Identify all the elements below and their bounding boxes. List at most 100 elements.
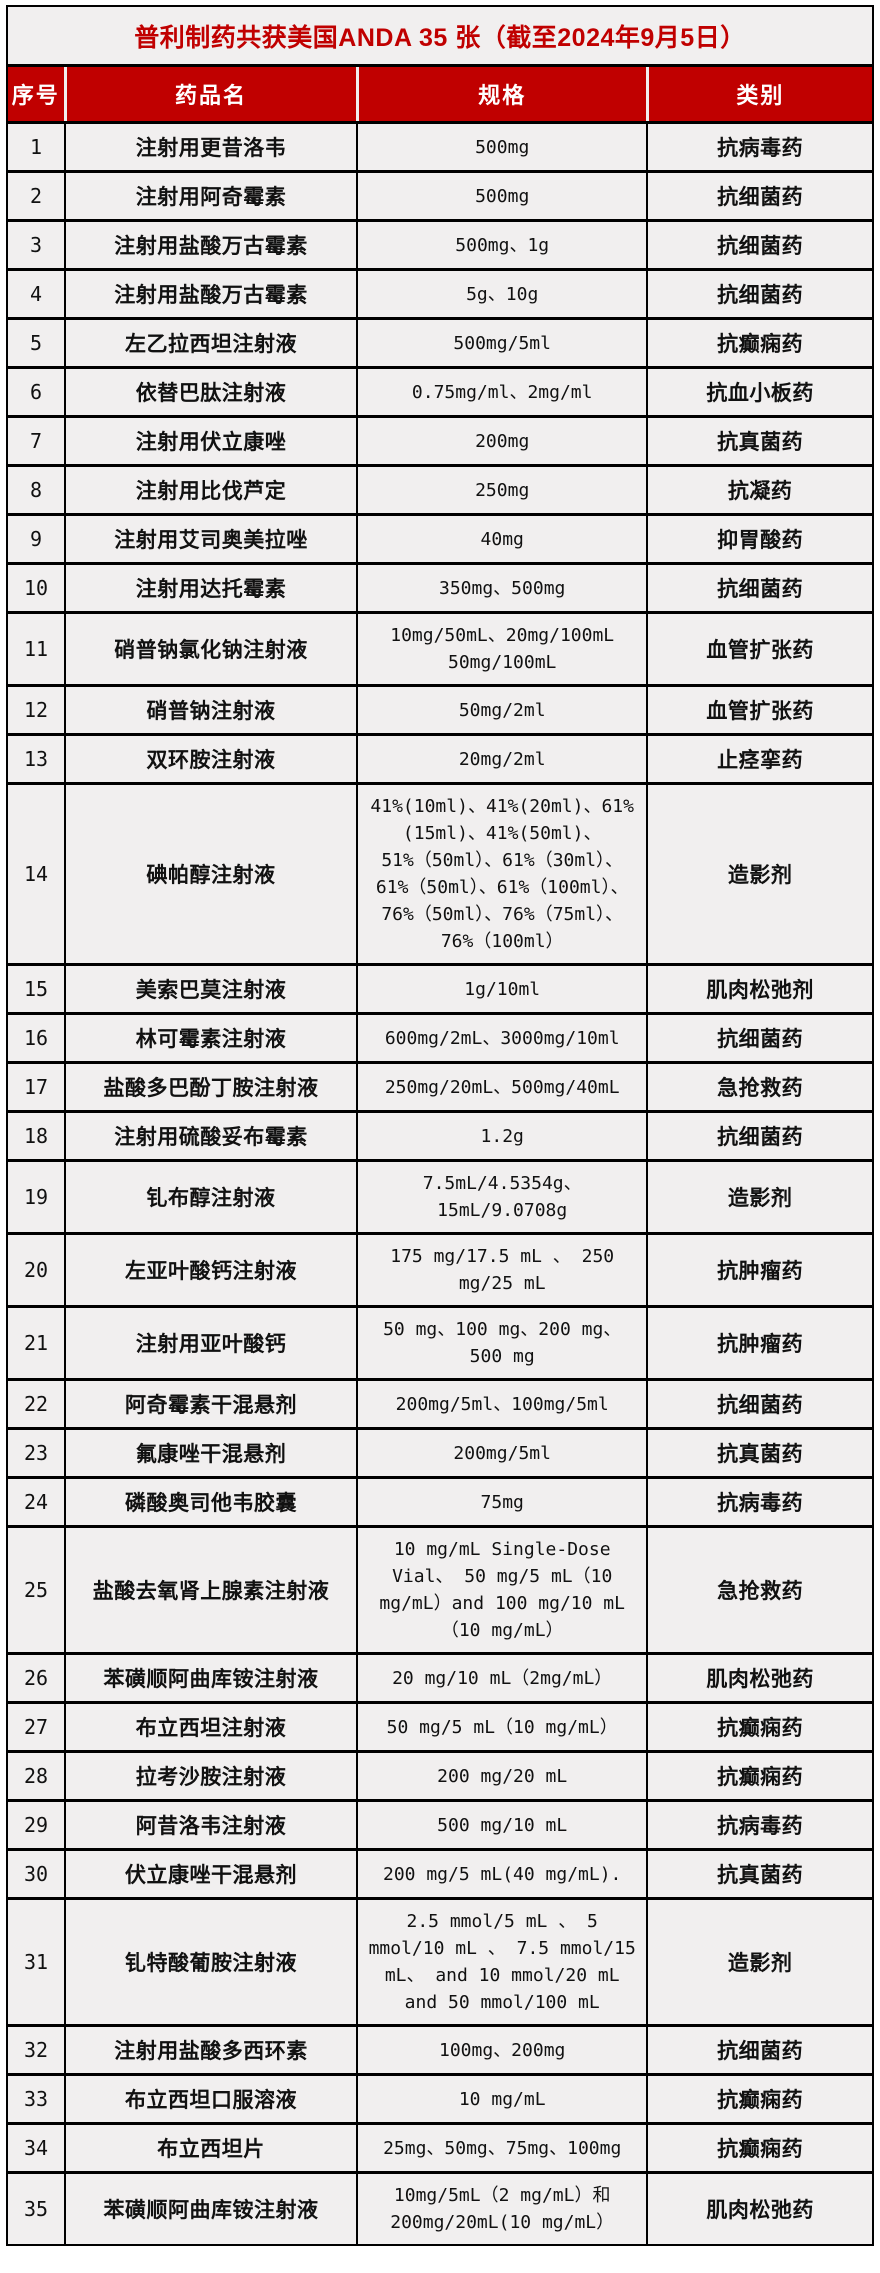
row-number-cell: 18 <box>8 1110 67 1162</box>
drug-name-cell: 美索巴莫注射液 <box>64 963 359 1015</box>
table-row: 31 钆特酸葡胺注射液 2.5 mmol/5 mL 、 5 mmol/10 mL… <box>8 1897 872 2027</box>
header-row: 序号 药品名 规格 类别 <box>8 64 872 124</box>
row-number-cell: 25 <box>8 1525 67 1655</box>
row-number-cell: 11 <box>8 611 67 687</box>
spec-cell: 500 mg/10 mL <box>356 1799 649 1851</box>
category-cell: 抗细菌药 <box>646 2024 872 2076</box>
row-number-cell: 29 <box>8 1799 67 1851</box>
category-cell: 急抢救药 <box>646 1525 872 1655</box>
row-number-cell: 35 <box>8 2171 67 2244</box>
drug-name-cell: 苯磺顺阿曲库铵注射液 <box>64 1652 359 1704</box>
spec-cell: 20 mg/10 mL（2mg/mL） <box>356 1652 649 1704</box>
spec-cell: 500mg/5ml <box>356 317 649 369</box>
category-cell: 抗癫痫药 <box>646 1701 872 1753</box>
spec-cell: 200 mg/20 mL <box>356 1750 649 1802</box>
spec-cell: 7.5mL/4.5354g、 15mL/9.0708g <box>356 1159 649 1235</box>
table-row: 11 硝普钠氯化钠注射液 10mg/50mL、20mg/100mL 50mg/1… <box>8 611 872 687</box>
table-row: 21 注射用亚叶酸钙 50 mg、100 mg、200 mg、 500 mg 抗… <box>8 1305 872 1381</box>
drug-name-cell: 注射用亚叶酸钙 <box>64 1305 359 1381</box>
category-cell: 抗癫痫药 <box>646 317 872 369</box>
table-frame: 普利制药共获美国ANDA 35 张（截至2024年9月5日） 序号 药品名 规格… <box>6 5 874 2246</box>
row-number-cell: 14 <box>8 782 67 966</box>
drug-name-cell: 盐酸多巴酚丁胺注射液 <box>64 1061 359 1113</box>
spec-cell: 25mg、50mg、75mg、100mg <box>356 2122 649 2174</box>
row-number-cell: 15 <box>8 963 67 1015</box>
drug-name-cell: 林可霉素注射液 <box>64 1012 359 1064</box>
page-title: 普利制药共获美国ANDA 35 张（截至2024年9月5日） <box>134 24 746 52</box>
category-cell: 止痉挛药 <box>646 733 872 785</box>
spec-cell: 5g、10g <box>356 268 649 320</box>
drug-name-cell: 注射用盐酸万古霉素 <box>64 268 359 320</box>
drug-name-cell: 布立西坦口服溶液 <box>64 2073 359 2125</box>
category-cell: 抗癫痫药 <box>646 1750 872 1802</box>
table-row: 24 磷酸奥司他韦胶囊 75mg 抗病毒药 <box>8 1476 872 1528</box>
row-number-cell: 1 <box>8 121 67 173</box>
spec-cell: 50 mg、100 mg、200 mg、 500 mg <box>356 1305 649 1381</box>
category-cell: 抗癫痫药 <box>646 2073 872 2125</box>
header-name: 药品名 <box>63 64 358 124</box>
spec-cell: 50mg/2ml <box>356 684 649 736</box>
spec-cell: 200 mg/5 mL(40 mg/mL). <box>356 1848 649 1900</box>
header-no: 序号 <box>8 64 66 124</box>
table-row: 28 拉考沙胺注射液 200 mg/20 mL 抗癫痫药 <box>8 1750 872 1802</box>
drug-name-cell: 注射用达托霉素 <box>64 562 359 614</box>
drug-name-cell: 阿昔洛韦注射液 <box>64 1799 359 1851</box>
table-row: 33 布立西坦口服溶液 10 mg/mL 抗癫痫药 <box>8 2073 872 2125</box>
row-number-cell: 24 <box>8 1476 67 1528</box>
category-cell: 造影剂 <box>646 782 872 966</box>
table-row: 20 左亚叶酸钙注射液 175 mg/17.5 mL 、 250 mg/25 m… <box>8 1232 872 1308</box>
table-row: 3 注射用盐酸万古霉素 500mg、1g 抗细菌药 <box>8 219 872 271</box>
row-number-cell: 34 <box>8 2122 67 2174</box>
row-number-cell: 30 <box>8 1848 67 1900</box>
row-number-cell: 28 <box>8 1750 67 1802</box>
category-cell: 造影剂 <box>646 1159 872 1235</box>
category-cell: 抗肿瘤药 <box>646 1305 872 1381</box>
drug-name-cell: 钆布醇注射液 <box>64 1159 359 1235</box>
drug-name-cell: 布立西坦片 <box>64 2122 359 2174</box>
drug-name-cell: 磷酸奥司他韦胶囊 <box>64 1476 359 1528</box>
table-row: 17 盐酸多巴酚丁胺注射液 250mg/20mL、500mg/40mL 急抢救药 <box>8 1061 872 1113</box>
table-row: 14 碘帕醇注射液 41%(10ml)、41%(20ml)、61%(15ml)、… <box>8 782 872 966</box>
row-number-cell: 3 <box>8 219 67 271</box>
spec-cell: 10mg/50mL、20mg/100mL 50mg/100mL <box>356 611 649 687</box>
row-number-cell: 21 <box>8 1305 67 1381</box>
drug-name-cell: 注射用更昔洛韦 <box>64 121 359 173</box>
table-row: 32 注射用盐酸多西环素 100mg、200mg 抗细菌药 <box>8 2024 872 2076</box>
spec-cell: 10 mg/mL Single-Dose Vial、 50 mg/5 mL（10… <box>356 1525 649 1655</box>
spec-cell: 1.2g <box>356 1110 649 1162</box>
row-number-cell: 5 <box>8 317 67 369</box>
drug-name-cell: 碘帕醇注射液 <box>64 782 359 966</box>
row-number-cell: 2 <box>8 170 67 222</box>
spec-cell: 1g/10ml <box>356 963 649 1015</box>
category-cell: 抗癫痫药 <box>646 2122 872 2174</box>
table-row: 13 双环胺注射液 20mg/2ml 止痉挛药 <box>8 733 872 785</box>
spec-cell: 500mg、1g <box>356 219 649 271</box>
title-bar: 普利制药共获美国ANDA 35 张（截至2024年9月5日） <box>8 7 872 64</box>
table-row: 29 阿昔洛韦注射液 500 mg/10 mL 抗病毒药 <box>8 1799 872 1851</box>
table-row: 34 布立西坦片 25mg、50mg、75mg、100mg 抗癫痫药 <box>8 2122 872 2174</box>
row-number-cell: 4 <box>8 268 67 320</box>
spec-cell: 50 mg/5 mL（10 mg/mL） <box>356 1701 649 1753</box>
drug-name-cell: 依替巴肽注射液 <box>64 366 359 418</box>
drug-name-cell: 硝普钠氯化钠注射液 <box>64 611 359 687</box>
drug-name-cell: 苯磺顺阿曲库铵注射液 <box>64 2171 359 2244</box>
drug-name-cell: 伏立康唑干混悬剂 <box>64 1848 359 1900</box>
table-row: 23 氟康唑干混悬剂 200mg/5ml 抗真菌药 <box>8 1427 872 1479</box>
table-body: 1 注射用更昔洛韦 500mg 抗病毒药 2 注射用阿奇霉素 500mg 抗细菌… <box>8 121 872 2244</box>
row-number-cell: 9 <box>8 513 67 565</box>
row-number-cell: 8 <box>8 464 67 516</box>
category-cell: 抗细菌药 <box>646 268 872 320</box>
row-number-cell: 16 <box>8 1012 67 1064</box>
drug-name-cell: 拉考沙胺注射液 <box>64 1750 359 1802</box>
table-row: 6 依替巴肽注射液 0.75mg/ml、2mg/ml 抗血小板药 <box>8 366 872 418</box>
category-cell: 抗细菌药 <box>646 1378 872 1430</box>
drug-name-cell: 注射用盐酸万古霉素 <box>64 219 359 271</box>
row-number-cell: 26 <box>8 1652 67 1704</box>
category-cell: 抗细菌药 <box>646 562 872 614</box>
row-number-cell: 13 <box>8 733 67 785</box>
table-row: 30 伏立康唑干混悬剂 200 mg/5 mL(40 mg/mL). 抗真菌药 <box>8 1848 872 1900</box>
table-row: 9 注射用艾司奥美拉唑 40mg 抑胃酸药 <box>8 513 872 565</box>
category-cell: 抗细菌药 <box>646 1110 872 1162</box>
drug-name-cell: 钆特酸葡胺注射液 <box>64 1897 359 2027</box>
